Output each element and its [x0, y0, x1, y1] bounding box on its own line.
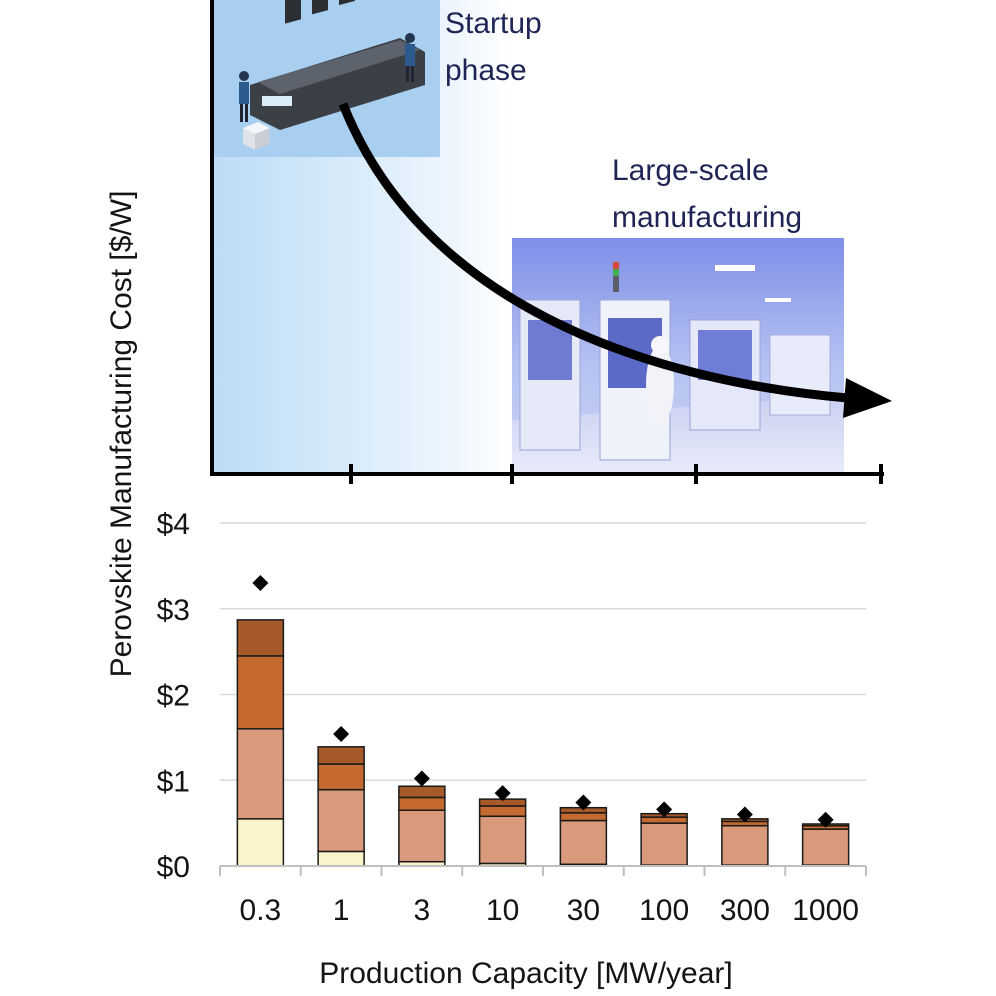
bar-stack	[478, 798, 527, 867]
bar-segment-segment-3	[478, 805, 527, 818]
diamond-marker	[736, 806, 753, 823]
x-tick-label: 0.3	[240, 894, 282, 927]
bar-segment-segment-2	[640, 822, 688, 866]
startup-label-line1: Startup	[445, 7, 542, 40]
diamond-marker	[575, 794, 592, 811]
x-axis: 0.3 1 3 10 30 100 300 1000	[219, 865, 867, 927]
bar-stack	[640, 812, 688, 867]
y-tick-label: $2	[157, 680, 190, 713]
diamond-markers	[252, 575, 834, 828]
x-tick-label: 300	[720, 894, 770, 927]
bar-segment-segment-2	[317, 788, 365, 853]
diamond-marker	[413, 770, 430, 787]
y-tick-label: $3	[157, 594, 190, 627]
diamond-marker	[656, 801, 673, 818]
x-axis-title: Production Capacity [MW/year]	[319, 957, 732, 990]
y-tick-label: $1	[157, 765, 190, 798]
x-tick-label: 1	[333, 894, 350, 927]
diamond-marker	[333, 725, 350, 742]
y-tick-label: $0	[157, 851, 190, 884]
bar-segment-segment-3	[317, 763, 365, 791]
diamond-marker	[252, 575, 269, 592]
bar-segment-segment-2	[236, 728, 285, 820]
bar-stack	[721, 818, 769, 867]
printing-press-image	[214, 0, 440, 157]
bar-segment-segment-3	[559, 812, 608, 822]
bar-stack	[236, 619, 285, 867]
bar-segment-segment-1	[317, 850, 365, 867]
bar-stack	[559, 806, 608, 867]
largescale-label-line2: manufacturing	[612, 201, 802, 234]
cleanroom-factory-image	[512, 238, 844, 474]
bar-segment-segment-1	[236, 818, 285, 867]
bar-segment-segment-3	[640, 816, 688, 824]
x-tick-label: 3	[414, 894, 431, 927]
bar-stack	[317, 746, 365, 867]
diamond-marker	[817, 811, 834, 828]
bar-segment-segment-2	[801, 828, 850, 866]
bar-segment-segment-3	[398, 796, 446, 812]
y-tick-labels: $0 $1 $2 $3 $4	[157, 508, 190, 884]
bar-segment-segment-2	[559, 819, 608, 866]
x-tick-label: 1000	[792, 894, 859, 927]
bar-segment-segment-4	[398, 785, 446, 799]
stacked-bars	[236, 619, 850, 867]
bar-stack	[398, 785, 446, 867]
bar-segment-segment-2	[721, 824, 769, 866]
concept-axes	[210, 0, 884, 484]
y-axis-title: Perovskite Manufacturing Cost [$/W]	[105, 191, 138, 678]
x-tick-label: 10	[486, 894, 519, 927]
bar-stack	[801, 823, 850, 867]
y-tick-label: $4	[157, 508, 190, 541]
bar-segment-segment-4	[317, 746, 365, 765]
x-tick-label: 100	[639, 894, 689, 927]
bar-segment-segment-2	[478, 815, 527, 865]
gridlines	[220, 522, 866, 781]
x-tick-label: 30	[567, 894, 600, 927]
bar-segment-segment-2	[398, 809, 446, 863]
cost-decline-arrow	[338, 102, 892, 418]
startup-label-line2: phase	[445, 54, 527, 87]
largescale-label-line1: Large-scale	[612, 154, 769, 187]
bar-segment-segment-3	[236, 655, 285, 730]
bar-segment-segment-4	[236, 619, 285, 657]
diamond-marker	[494, 785, 511, 802]
